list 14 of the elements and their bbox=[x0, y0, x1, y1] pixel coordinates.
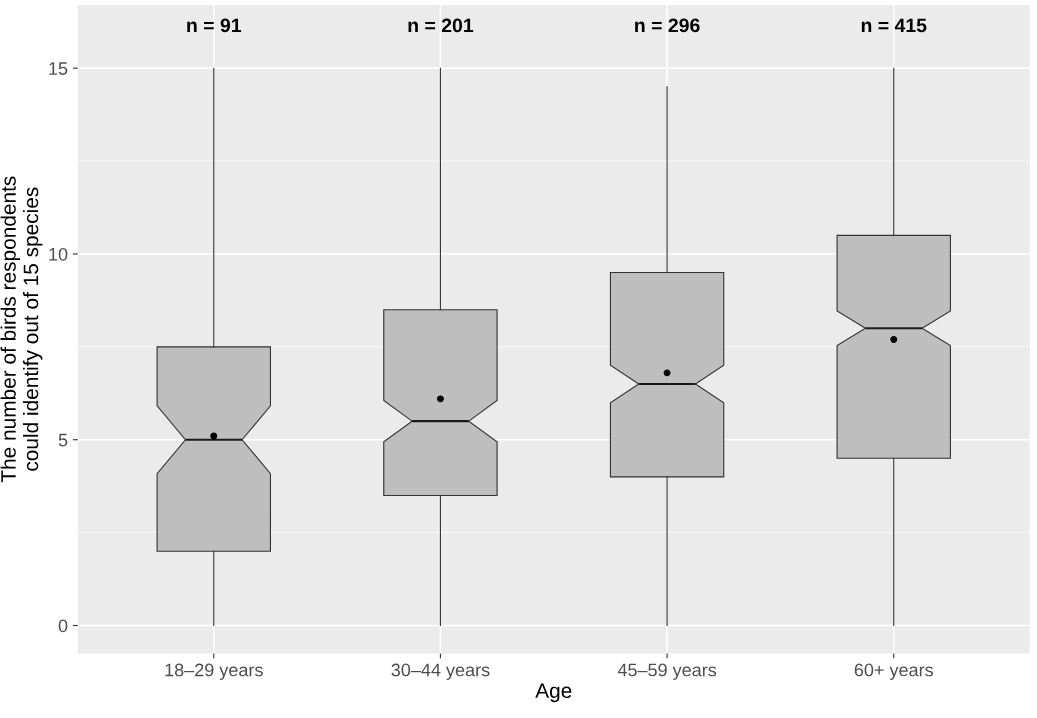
annotation: n = 201 bbox=[408, 18, 474, 33]
y-axis-title: The number of birds respondents could identify out of 15 species bbox=[0, 176, 43, 483]
x-axis-title: Age bbox=[535, 683, 572, 703]
x-tick-label: 45–59 years bbox=[617, 663, 717, 680]
y-tick-label: 10 bbox=[49, 247, 68, 261]
annotation: n = 91 bbox=[187, 18, 242, 33]
y-tick-label: 5 bbox=[58, 433, 68, 447]
annotation: n = 415 bbox=[861, 18, 927, 33]
x-tick-label: 30–44 years bbox=[391, 663, 490, 680]
annotation: n = 296 bbox=[635, 18, 700, 33]
y-tick-label: 15 bbox=[49, 62, 68, 75]
x-tick-label: 18–29 years bbox=[165, 663, 263, 680]
y-tick-label: 0 bbox=[58, 619, 68, 633]
x-tick-label: 60+ years bbox=[854, 663, 933, 680]
